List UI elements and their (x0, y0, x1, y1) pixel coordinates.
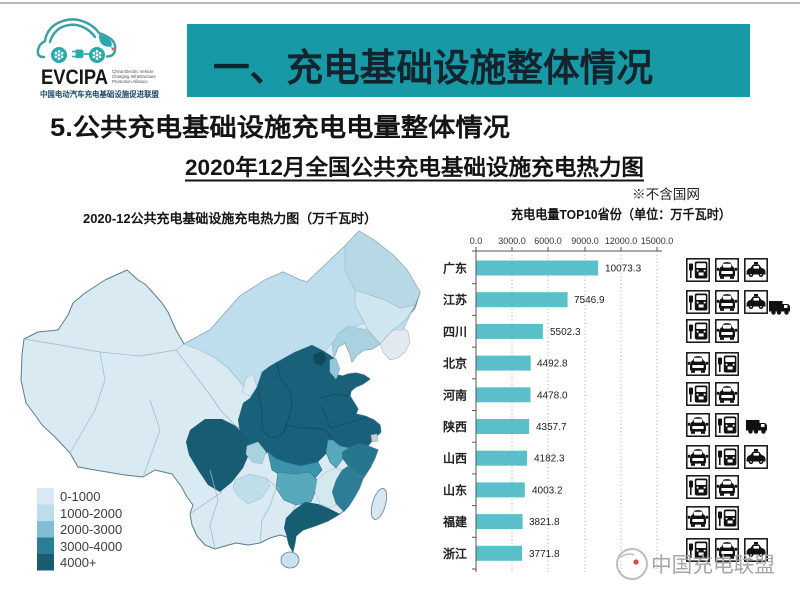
svg-text:6000.0: 6000.0 (534, 236, 562, 246)
svg-text:2020年12月全国公共充电基础设施充电热力图: 2020年12月全国公共充电基础设施充电热力图 (185, 155, 644, 180)
svg-text:7546.9: 7546.9 (574, 295, 605, 306)
svg-text:广东: 广东 (443, 261, 467, 276)
svg-text:Charging Infrastructure: Charging Infrastructure (112, 74, 157, 79)
svg-text:9000.0: 9000.0 (571, 236, 599, 246)
svg-text:陕西: 陕西 (443, 419, 467, 434)
svg-text:浙江: 浙江 (443, 546, 467, 561)
svg-text:4182.3: 4182.3 (534, 454, 565, 465)
svg-text:1000-2000: 1000-2000 (60, 506, 122, 521)
svg-text:4003.2: 4003.2 (532, 485, 563, 496)
svg-text:中国电动汽车充电基础设施促进联盟: 中国电动汽车充电基础设施促进联盟 (40, 89, 159, 99)
svg-text:3000-4000: 3000-4000 (60, 539, 122, 554)
svg-text:4492.8: 4492.8 (537, 359, 568, 370)
svg-text:15000.0: 15000.0 (641, 236, 674, 246)
svg-text:四川: 四川 (443, 325, 467, 339)
svg-text:2000-3000: 2000-3000 (60, 522, 122, 537)
svg-text:江苏: 江苏 (443, 292, 467, 307)
svg-text:3000.0: 3000.0 (498, 236, 526, 246)
svg-text:0.0: 0.0 (470, 236, 483, 246)
svg-text:4478.0: 4478.0 (537, 390, 568, 401)
svg-text:※不含国网: ※不含国网 (632, 187, 700, 202)
svg-text:Promotion Alliance: Promotion Alliance (112, 79, 148, 84)
svg-text:5502.3: 5502.3 (550, 327, 581, 338)
svg-text:山西: 山西 (443, 451, 467, 466)
svg-text:充电电量TOP10省份（单位：万千瓦时）: 充电电量TOP10省份（单位：万千瓦时） (511, 207, 731, 222)
svg-text:EVCIPA: EVCIPA (41, 66, 108, 89)
svg-text:福建: 福建 (442, 514, 468, 529)
svg-text:山东: 山东 (443, 482, 467, 497)
svg-text:3821.8: 3821.8 (529, 517, 560, 528)
svg-text:中国充电联盟: 中国充电联盟 (651, 554, 775, 577)
svg-text:北京: 北京 (443, 356, 467, 371)
svg-text:10073.3: 10073.3 (605, 264, 642, 275)
svg-text:0-1000: 0-1000 (60, 489, 100, 504)
svg-text:4357.7: 4357.7 (536, 422, 567, 433)
svg-text:3771.8: 3771.8 (529, 549, 560, 560)
svg-text:12000.0: 12000.0 (605, 236, 638, 246)
svg-text:China Electric Vehicle: China Electric Vehicle (112, 69, 154, 74)
svg-text:5.公共充电基础设施充电电量整体情况: 5.公共充电基础设施充电电量整体情况 (50, 113, 510, 142)
svg-text:河南: 河南 (442, 387, 467, 402)
svg-text:2020-12公共充电基础设施充电热力图（万千瓦时）: 2020-12公共充电基础设施充电热力图（万千瓦时） (83, 211, 377, 226)
svg-text:一、充电基础设施整体情况: 一、充电基础设施整体情况 (213, 48, 653, 90)
svg-text:4000+: 4000+ (60, 555, 97, 570)
